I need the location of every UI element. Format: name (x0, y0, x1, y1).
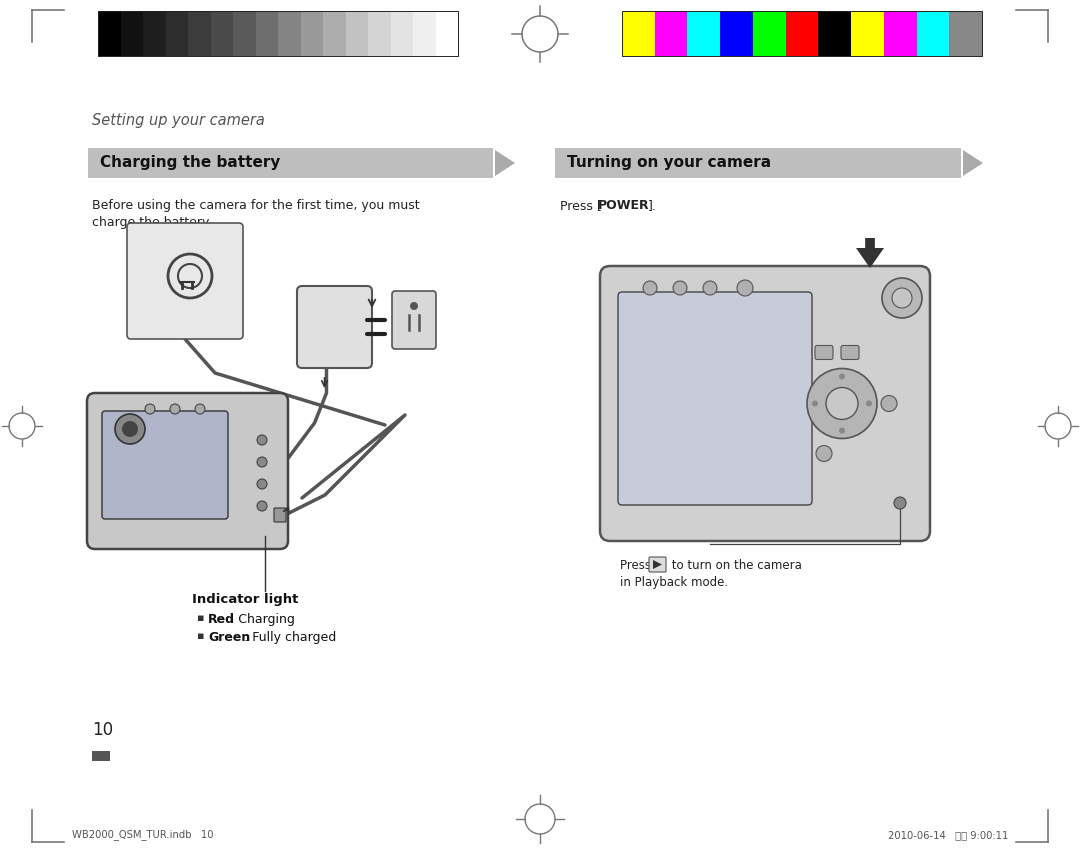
Bar (819, 11, 851, 56)
Text: Press: Press (620, 559, 654, 572)
Text: 2010-06-14   오전 9:00:11: 2010-06-14 오전 9:00:11 (888, 830, 1008, 840)
Polygon shape (495, 150, 515, 176)
Circle shape (195, 404, 205, 414)
Text: : Fully charged: : Fully charged (244, 631, 336, 644)
Bar (188, 11, 211, 56)
Bar (883, 11, 917, 56)
Circle shape (881, 396, 897, 412)
FancyBboxPatch shape (618, 292, 812, 505)
Circle shape (703, 281, 717, 295)
Bar (435, 11, 458, 56)
FancyBboxPatch shape (127, 223, 243, 339)
Bar (917, 11, 949, 56)
Circle shape (839, 427, 845, 433)
Bar (98, 11, 121, 56)
FancyBboxPatch shape (274, 508, 286, 522)
Bar (143, 11, 165, 56)
FancyBboxPatch shape (815, 346, 833, 359)
Circle shape (826, 387, 858, 420)
Bar (720, 11, 753, 56)
Bar (413, 11, 435, 56)
Bar (121, 11, 143, 56)
Text: ].: ]. (648, 199, 657, 212)
Bar (92, 751, 110, 761)
FancyBboxPatch shape (297, 286, 372, 368)
FancyBboxPatch shape (649, 557, 666, 572)
Bar (211, 11, 233, 56)
Bar (346, 11, 368, 56)
Text: POWER: POWER (598, 199, 650, 212)
Circle shape (257, 501, 267, 511)
Bar (278, 11, 300, 56)
Bar (949, 11, 982, 56)
Text: charge the battery.: charge the battery. (92, 216, 212, 229)
Circle shape (839, 374, 845, 380)
Bar (654, 11, 688, 56)
Circle shape (114, 414, 145, 444)
Circle shape (122, 421, 138, 437)
Text: Press [: Press [ (561, 199, 602, 212)
FancyBboxPatch shape (600, 266, 930, 541)
Circle shape (410, 302, 418, 310)
Circle shape (807, 368, 877, 438)
Text: : Charging: : Charging (230, 613, 295, 626)
Circle shape (170, 404, 180, 414)
Text: Turning on your camera: Turning on your camera (567, 156, 771, 170)
Circle shape (145, 404, 156, 414)
Circle shape (257, 435, 267, 445)
Bar (256, 11, 278, 56)
Circle shape (892, 288, 912, 308)
Bar (391, 11, 413, 56)
Polygon shape (653, 560, 662, 569)
Text: ▪: ▪ (197, 613, 208, 623)
Circle shape (812, 401, 818, 407)
FancyBboxPatch shape (841, 346, 859, 359)
Bar (300, 11, 323, 56)
Circle shape (866, 401, 872, 407)
Polygon shape (856, 248, 885, 268)
Text: in Playback mode.: in Playback mode. (620, 576, 728, 589)
Text: Indicator light: Indicator light (192, 593, 298, 606)
Circle shape (257, 479, 267, 489)
Bar (622, 11, 982, 56)
Text: WB2000_QSM_TUR.indb   10: WB2000_QSM_TUR.indb 10 (72, 830, 214, 841)
Text: Red: Red (208, 613, 235, 626)
Bar (851, 11, 883, 56)
Bar (87, 148, 492, 178)
FancyBboxPatch shape (392, 291, 436, 349)
Text: Setting up your camera: Setting up your camera (92, 112, 265, 128)
Bar (753, 11, 785, 56)
Bar (555, 148, 961, 178)
Text: to turn on the camera: to turn on the camera (669, 559, 801, 572)
Circle shape (894, 497, 906, 509)
Bar (368, 11, 391, 56)
Circle shape (882, 278, 922, 318)
Bar (323, 11, 346, 56)
Text: ▪: ▪ (197, 631, 208, 641)
Bar (165, 11, 188, 56)
FancyBboxPatch shape (87, 393, 288, 549)
Polygon shape (963, 150, 983, 176)
Bar (233, 11, 256, 56)
FancyBboxPatch shape (102, 411, 228, 519)
Circle shape (257, 457, 267, 467)
Bar (98, 11, 458, 56)
Bar (622, 11, 654, 56)
Text: Before using the camera for the first time, you must: Before using the camera for the first ti… (92, 199, 420, 212)
Circle shape (643, 281, 657, 295)
Circle shape (673, 281, 687, 295)
Circle shape (737, 280, 753, 296)
Bar (785, 11, 819, 56)
Circle shape (816, 446, 832, 461)
Text: 10: 10 (92, 721, 113, 739)
Bar (688, 11, 720, 56)
Text: Green: Green (208, 631, 251, 644)
Text: Charging the battery: Charging the battery (100, 156, 281, 170)
